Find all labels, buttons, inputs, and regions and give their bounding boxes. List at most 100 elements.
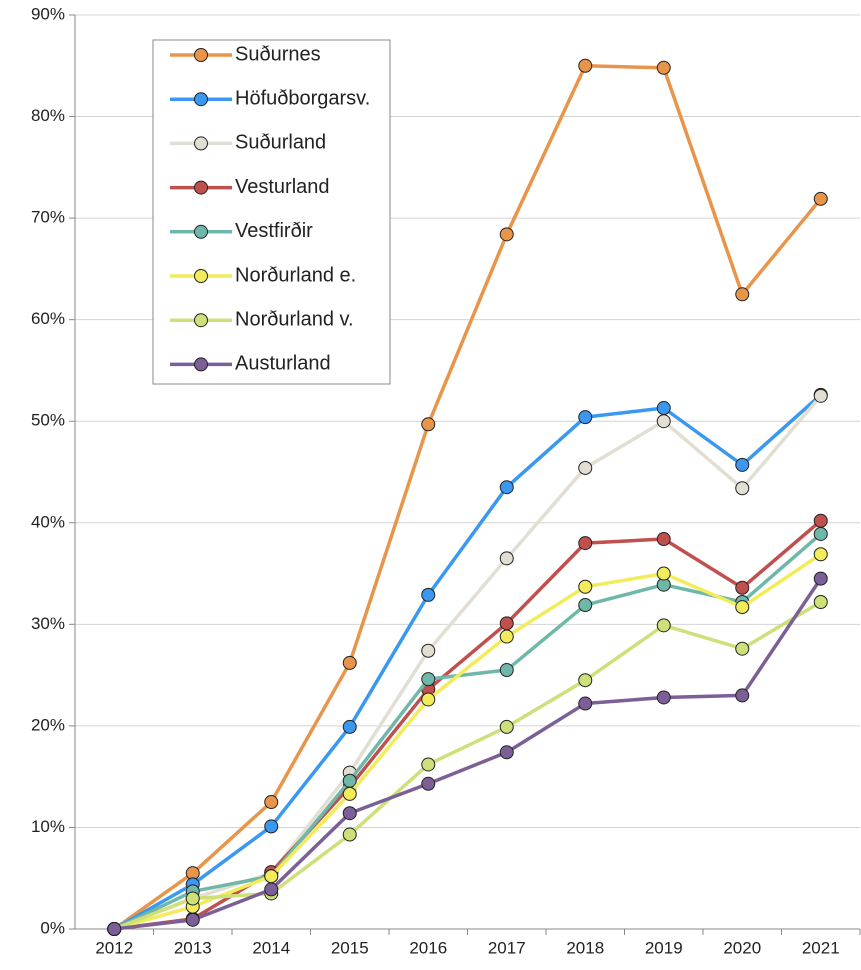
point <box>656 566 671 581</box>
point <box>499 551 514 566</box>
legend-label: Suðurnes <box>235 43 321 65</box>
point <box>735 580 750 595</box>
series-line <box>113 532 822 931</box>
x-tick-label: 2012 <box>95 938 133 957</box>
point <box>813 547 828 562</box>
point <box>264 819 279 834</box>
point <box>499 480 514 495</box>
point <box>813 526 828 541</box>
point <box>578 460 593 475</box>
point <box>264 882 279 897</box>
point <box>813 594 828 609</box>
y-tick-label: 20% <box>31 715 65 734</box>
y-tick-label: 0% <box>40 918 65 937</box>
y-tick-label: 40% <box>31 512 65 531</box>
legend-marker <box>194 269 208 283</box>
point <box>107 922 122 936</box>
x-tick-label: 2016 <box>409 938 447 957</box>
legend-marker <box>194 92 208 107</box>
y-tick-label: 80% <box>31 106 65 125</box>
legend-label: Norðurland v. <box>235 308 354 330</box>
point <box>185 912 200 927</box>
y-tick-label: 10% <box>31 817 65 836</box>
x-tick-label: 2021 <box>802 938 840 957</box>
legend-label: Vesturland <box>235 176 330 198</box>
point <box>499 227 514 242</box>
legend-marker <box>194 224 208 239</box>
point <box>735 641 750 656</box>
point <box>813 388 828 403</box>
point <box>578 673 593 688</box>
x-tick-label: 2019 <box>645 938 683 957</box>
legend-box <box>152 39 391 385</box>
point <box>342 773 357 788</box>
point <box>342 786 357 801</box>
point <box>578 536 593 551</box>
point <box>578 696 593 711</box>
point <box>421 643 436 658</box>
point <box>421 757 436 772</box>
series-line <box>113 64 823 931</box>
y-tick-label: 70% <box>31 208 65 227</box>
point <box>813 571 828 586</box>
point <box>421 692 436 707</box>
y-tick-label: 60% <box>31 309 65 328</box>
point <box>656 401 671 416</box>
legend-label: Vestfirðir <box>235 220 313 242</box>
point <box>813 513 828 528</box>
point <box>578 58 593 73</box>
legend: Suðurnes Höfuðborgarsv. Suðurland Vesturlan… <box>152 39 391 385</box>
x-tick-label: 2013 <box>174 938 212 957</box>
x-tick-label: 2017 <box>488 938 526 957</box>
series-line <box>113 600 822 931</box>
y-tick-label: 90% <box>31 4 65 23</box>
legend-label: Höfuðborgarsv. <box>235 87 370 109</box>
series-line <box>114 577 823 931</box>
legend-marker <box>194 357 208 372</box>
legend-marker <box>194 136 208 151</box>
x-tick-label: 2014 <box>252 938 290 957</box>
series-line <box>113 552 822 931</box>
x-tick-label: 2018 <box>566 938 604 957</box>
point <box>735 688 750 703</box>
x-tick-label: 2015 <box>331 938 369 957</box>
series-line <box>113 393 822 931</box>
series-line <box>113 394 823 931</box>
point <box>735 600 750 615</box>
point <box>342 806 357 821</box>
point <box>578 410 593 425</box>
point <box>813 191 828 206</box>
point <box>421 587 436 602</box>
series-line <box>114 519 822 931</box>
point <box>656 60 671 75</box>
point <box>342 719 357 734</box>
point <box>342 655 357 670</box>
point <box>264 869 279 884</box>
point <box>578 598 593 613</box>
y-tick-label: 50% <box>31 411 65 430</box>
point <box>735 287 750 302</box>
point <box>656 414 671 429</box>
point <box>499 745 514 760</box>
point <box>499 663 514 678</box>
point <box>499 719 514 734</box>
point <box>499 616 514 631</box>
legend-label: Austurland <box>235 353 331 375</box>
point <box>735 481 750 496</box>
legend-label: Suðurland <box>235 132 326 154</box>
point <box>421 417 436 432</box>
point <box>656 532 671 547</box>
point <box>499 629 514 644</box>
x-tick-label: 2020 <box>723 938 761 957</box>
legend-marker <box>194 48 208 62</box>
legend-marker <box>194 180 208 195</box>
legend-marker <box>194 313 208 328</box>
point <box>735 457 750 472</box>
legend-label: Norðurland e. <box>235 264 356 286</box>
point <box>185 891 200 906</box>
point <box>656 618 671 633</box>
point <box>421 776 436 791</box>
point <box>264 795 279 810</box>
point <box>656 690 671 705</box>
